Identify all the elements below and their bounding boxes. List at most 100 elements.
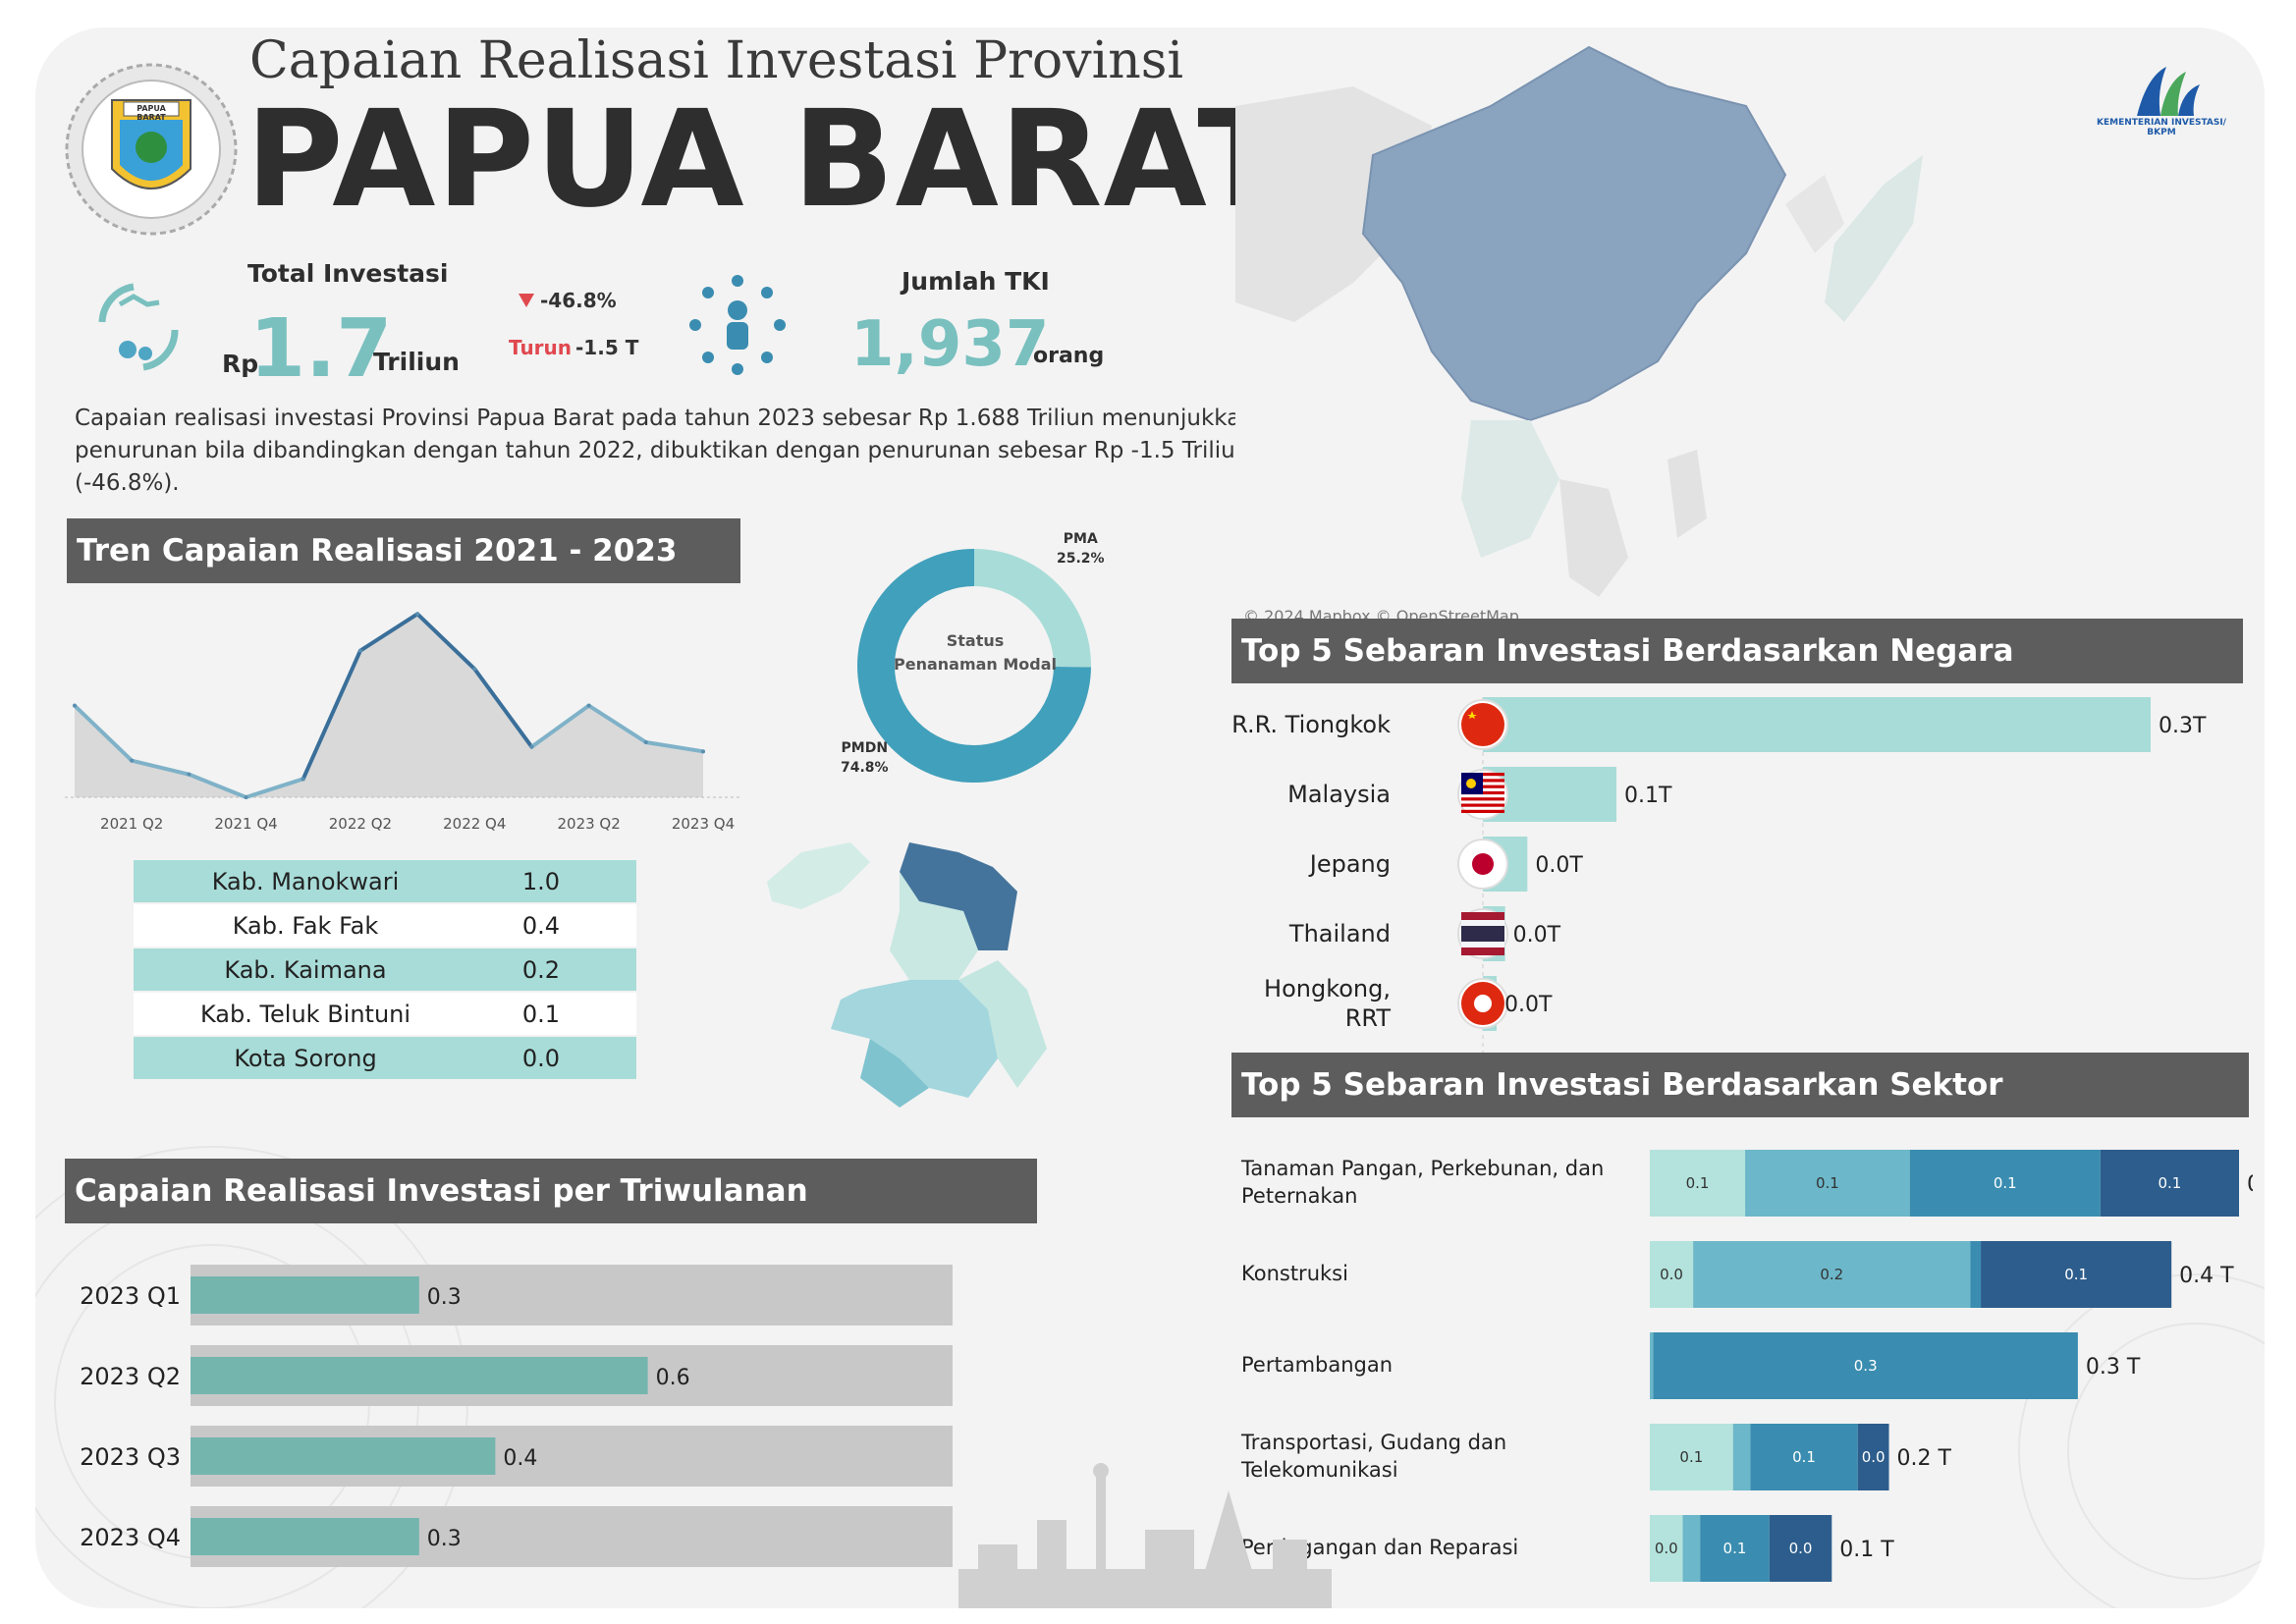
china-flag-icon	[1457, 699, 1508, 750]
trend-tick-label: 2021 Q4	[214, 815, 277, 833]
change-label: Turun	[509, 336, 573, 359]
sector-segment-label: 0.1	[1816, 1174, 1839, 1192]
sector-segment	[1653, 1332, 2078, 1399]
kabupaten-name: Kota Sorong	[234, 1044, 377, 1072]
flag-stripe	[1461, 803, 1504, 807]
trend-tick-label: 2022 Q4	[443, 815, 506, 833]
sector-segment	[1650, 1150, 1746, 1217]
province-emblem: PAPUA BARAT	[63, 61, 240, 238]
malaysia-flag-icon	[1457, 769, 1508, 820]
sector-stacked-bar-chart: 0.1 0.1 0.1 0.1 0.4 T Tanaman Pangan, Perkebu…	[1240, 1150, 2253, 1582]
kabupaten-name: Kab. Fak Fak	[232, 911, 379, 940]
trend-point	[130, 758, 135, 763]
donut-center-label: Status Penanaman Modal	[872, 629, 1078, 677]
sector-segment-label: 0.3	[1854, 1357, 1878, 1375]
trend-point	[529, 744, 534, 749]
country-label: Thailand	[1288, 920, 1391, 947]
total-investment-value: 1.7	[249, 302, 393, 396]
trend-line-segment	[472, 667, 534, 749]
quarter-value-label: 0.3	[427, 1527, 462, 1551]
sector-segment	[1970, 1241, 1982, 1308]
country-value-label: 0.3T	[2159, 714, 2207, 738]
trend-header: Tren Capaian Realisasi 2021 - 2023	[67, 518, 740, 583]
sector-total-label: 0.3 T	[2086, 1355, 2141, 1380]
trend-point	[73, 703, 77, 708]
summary-line-2: penurunan bila dibandingkan dengan tahun…	[75, 438, 1250, 463]
trend-point	[301, 777, 305, 782]
asia-map	[1235, 27, 2265, 617]
skyline-decoration	[958, 1463, 1332, 1608]
flag-fill	[1461, 703, 1504, 746]
ministry-logo-line-1: KEMENTERIAN INVESTASI/	[2097, 118, 2226, 128]
pma-name: PMA	[1063, 531, 1098, 547]
sector-segment	[1745, 1150, 1910, 1217]
trend-point	[357, 648, 362, 653]
kabupaten-name: Kab. Manokwari	[211, 867, 400, 895]
quarter-bar	[191, 1518, 419, 1555]
sector-segment-label: 0.1	[1994, 1174, 2017, 1192]
quarter-value-label: 0.3	[427, 1285, 462, 1310]
quarterly-bar-chart: 2023 Q1 0.3 2023 Q2 0.6 2023 Q3 0.4 2023 Q4 0.3	[80, 1265, 953, 1567]
sector-segment	[1650, 1515, 1683, 1582]
sector-total-label: 0.2 T	[1897, 1446, 1952, 1471]
ministry-logo-text: KEMENTERIAN INVESTASI/ BKPM	[2078, 118, 2245, 137]
trend-area-fill	[75, 614, 703, 797]
tki-unit: orang	[1033, 344, 1105, 368]
sector-segment-label: 0.1	[1723, 1540, 1747, 1557]
sector-label: Transportasi, Gudang dan	[1240, 1431, 1506, 1454]
sector-segment-label: 0.0	[1660, 1266, 1683, 1283]
emblem-text: PAPUA BARAT	[137, 104, 166, 122]
trend-line-segment	[301, 648, 362, 782]
pmdn-label: PMDN 74.8%	[841, 738, 889, 778]
trend-point	[415, 612, 420, 617]
country-bar	[1483, 697, 2151, 752]
sector-header: Top 5 Sebaran Investasi Berdasarkan Sekt…	[1231, 1053, 2249, 1117]
sector-segment	[1700, 1515, 1770, 1582]
sector-label: Konstruksi	[1241, 1262, 1348, 1285]
page-title: PAPUA BARAT	[246, 82, 1290, 238]
sector-segment-label: 0.2	[1820, 1266, 1843, 1283]
country-value-label: 0.0T	[1535, 853, 1583, 878]
sector-segment-label: 0.1	[1686, 1174, 1710, 1192]
country-header: Top 5 Sebaran Investasi Berdasarkan Nega…	[1231, 619, 2243, 683]
donut-slice-pma	[973, 549, 1091, 668]
table-row: Kab. Fak Fak 0.4	[134, 904, 636, 947]
sector-segment	[1909, 1150, 2101, 1217]
triangle-down-icon	[519, 293, 534, 307]
trend-tick-label: 2022 Q2	[329, 815, 392, 833]
flag-stripe	[1461, 809, 1504, 813]
trend-point	[472, 667, 477, 672]
tki-value: 1,937	[850, 308, 1050, 381]
sector-segment-label: 0.1	[1792, 1448, 1816, 1466]
pma-label: PMA 25.2%	[1057, 529, 1105, 568]
page-subtitle: Capaian Realisasi Investasi Provinsi	[249, 31, 1184, 90]
kabupaten-value: 0.0	[521, 1044, 561, 1072]
sector-label: Telekomunikasi	[1240, 1458, 1398, 1482]
trend-tick-label: 2023 Q4	[672, 815, 735, 833]
table-row: Kab. Manokwari 1.0	[134, 860, 636, 902]
sector-segment-label: 0.1	[2158, 1174, 2181, 1192]
sector-segment	[1693, 1241, 1971, 1308]
table-row: Kota Sorong 0.0	[134, 1037, 636, 1079]
table-row: Kab. Kaimana 0.2	[134, 948, 636, 991]
country-value-label: 0.1T	[1624, 784, 1672, 808]
trend-line-segment	[357, 612, 420, 653]
flag-stripe	[1461, 797, 1504, 801]
sector-segment-label: 0.0	[1789, 1540, 1813, 1557]
quarter-bar	[191, 1357, 648, 1394]
sector-segment	[1769, 1515, 1832, 1582]
flag-star	[1467, 711, 1477, 719]
country-label: Jepang	[1308, 850, 1391, 878]
japan-flag-icon	[1457, 839, 1508, 890]
total-unit: Triliun	[373, 348, 460, 376]
pmdn-name: PMDN	[841, 740, 889, 756]
trend-line-segment	[130, 758, 191, 777]
trend-tick-label: 2021 Q2	[100, 815, 163, 833]
sector-segment-label: 0.0	[1655, 1540, 1678, 1557]
trend-line-segment	[586, 703, 648, 744]
country-bar-chart: R.R. Tiongkok 0.3T Malaysia 0.1T Jepang 0.0T T…	[1231, 697, 2207, 1060]
pmdn-pct: 74.8%	[841, 760, 889, 776]
change-value: -1.5 T	[575, 336, 639, 359]
pma-pct: 25.2%	[1057, 551, 1105, 567]
ministry-logo-icon	[2137, 67, 2200, 116]
